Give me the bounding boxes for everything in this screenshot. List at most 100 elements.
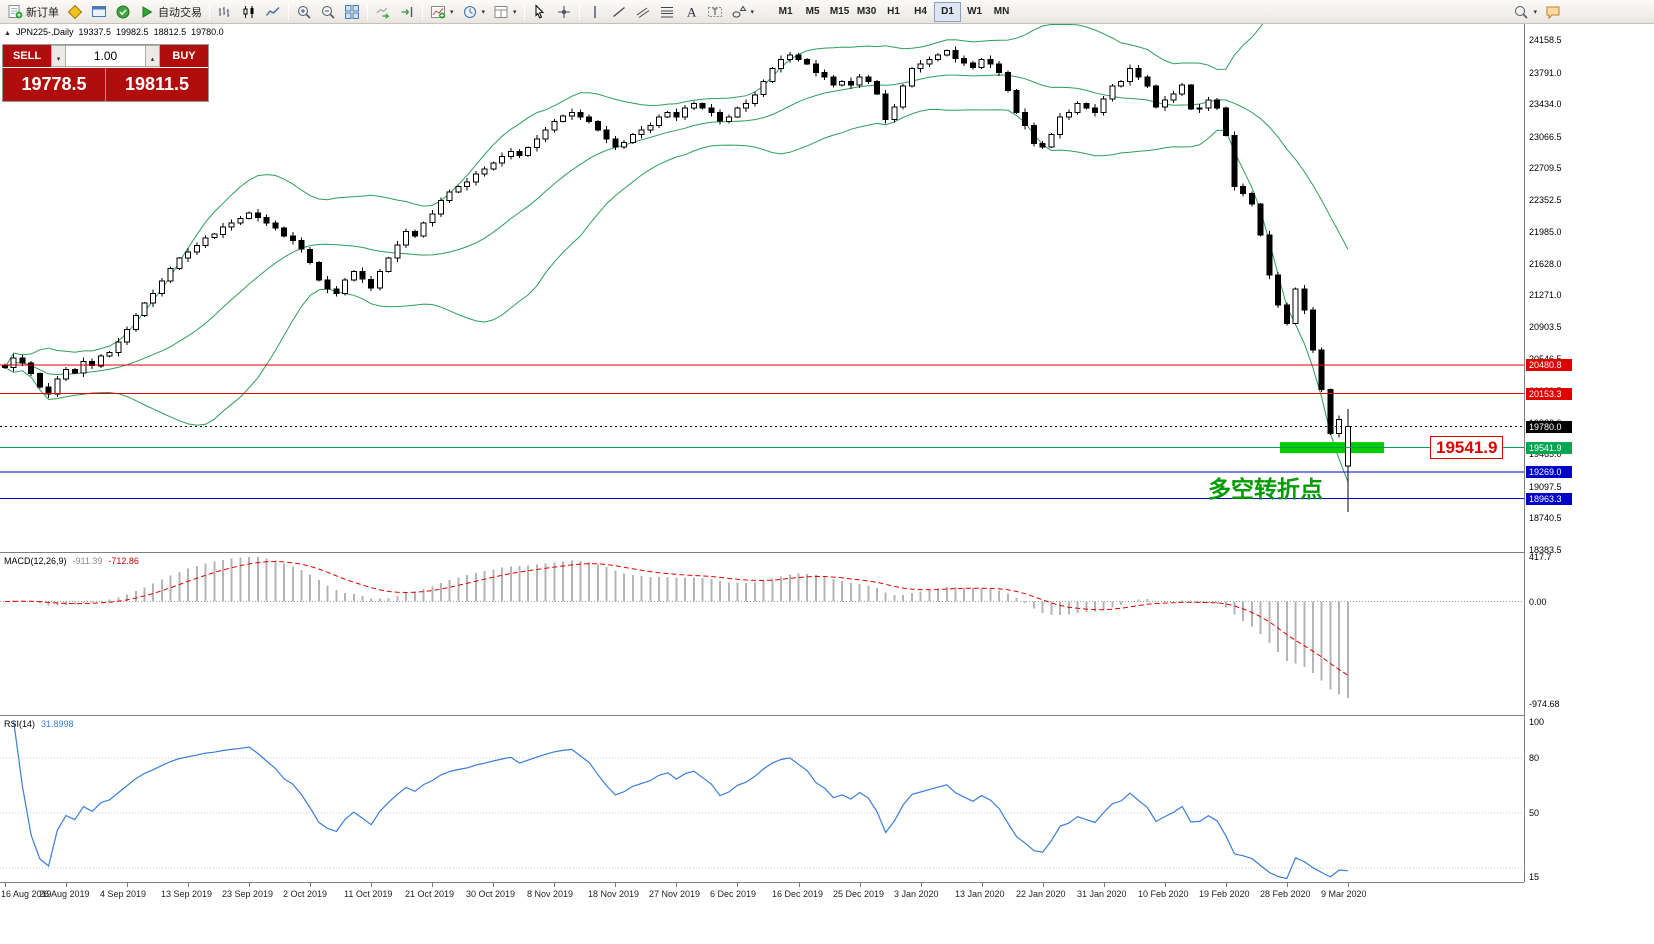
candle-body — [1170, 93, 1177, 101]
vertical-line-button[interactable] — [583, 2, 607, 22]
buy-button[interactable]: BUY — [160, 45, 208, 67]
text-label-icon: T — [707, 4, 723, 20]
candle-body — [45, 386, 52, 395]
text-label-button[interactable]: T — [703, 2, 727, 22]
candle-body — [882, 93, 889, 121]
candle-body — [525, 147, 532, 157]
market-watch-button[interactable] — [63, 2, 87, 22]
data-window-button[interactable] — [87, 2, 111, 22]
candle-body — [830, 76, 837, 86]
candle-body — [36, 373, 43, 388]
bar-chart-button[interactable] — [213, 2, 237, 22]
candle-body — [1118, 81, 1125, 87]
price-callout: 19541.9 — [1430, 436, 1504, 459]
timeframe-w1-button[interactable]: W1 — [961, 2, 988, 22]
timeframe-mn-button[interactable]: MN — [988, 2, 1015, 22]
date-axis[interactable]: 16 Aug 2019 26 Aug 2019 4 Sep 2019 13 Sep 2… — [0, 882, 1524, 904]
price-axis-label: 21985.0 — [1529, 227, 1562, 238]
text-button[interactable]: A — [679, 2, 703, 22]
date-tick — [676, 883, 677, 887]
candle-body — [1144, 76, 1151, 87]
autotrading-button[interactable]: 自动交易 — [135, 2, 206, 22]
buy-price[interactable]: 19811.5 — [106, 68, 208, 101]
market-watch-icon — [67, 4, 83, 20]
candle-body — [813, 63, 819, 74]
volume-input[interactable] — [66, 45, 145, 67]
tile-windows-button[interactable] — [340, 2, 364, 22]
rsi-header: RSI(14) 31.8998 — [4, 719, 74, 729]
chart-shift-icon — [399, 4, 415, 20]
candle-body — [1153, 85, 1159, 108]
price-axis[interactable]: 24158.5 23791.0 23434.0 23066.5 22709.5 22352… — [1524, 24, 1654, 882]
candle-body — [847, 81, 854, 86]
timeframe-m5-button[interactable]: M5 — [799, 2, 826, 22]
candle-body — [211, 233, 218, 239]
navigator-button[interactable] — [111, 2, 135, 22]
symbol-period-label: JPN225-,Daily — [15, 27, 74, 37]
candle-body — [1222, 107, 1229, 136]
candle-body — [943, 50, 950, 56]
timeframe-m30-button[interactable]: M30 — [853, 2, 880, 22]
candle-body — [446, 191, 453, 202]
price-axis-label: 18740.5 — [1529, 513, 1562, 524]
sell-price[interactable]: 19778.5 — [3, 68, 106, 101]
date-label: 13 Jan 2020 — [955, 889, 1005, 899]
trendline-button[interactable] — [607, 2, 631, 22]
line-chart-button[interactable] — [261, 2, 285, 22]
shapes-button[interactable] — [727, 2, 759, 22]
timeframe-d1-button[interactable]: D1 — [934, 1, 962, 22]
bollinger-upper-band — [4, 24, 1263, 368]
volume-decrease-button[interactable] — [51, 45, 66, 67]
timeframe-group: M1 M5 M15 M30 H1 H4 D1 W1 MN — [772, 1, 1015, 22]
candle-body — [1022, 111, 1029, 127]
indicators-button[interactable] — [426, 2, 458, 22]
timeframe-h1-button[interactable]: H1 — [880, 2, 907, 22]
candle-body — [246, 212, 253, 219]
candle-body — [1240, 186, 1247, 195]
candle-body — [455, 186, 462, 193]
chat-button[interactable] — [1541, 2, 1565, 22]
cursor-button[interactable] — [528, 2, 552, 22]
periods-button[interactable] — [458, 2, 490, 22]
chart-shift-button[interactable] — [395, 2, 419, 22]
candle-body — [1214, 99, 1221, 109]
macd-signal-line — [4, 560, 1349, 676]
volume-increase-button[interactable] — [145, 45, 160, 67]
pane-separator[interactable] — [0, 552, 1654, 553]
sell-button[interactable]: SELL — [3, 45, 51, 67]
date-tick — [1043, 883, 1044, 887]
timeframe-m15-button[interactable]: M15 — [826, 2, 853, 22]
candle-body — [1266, 234, 1273, 276]
candle-body — [1013, 89, 1020, 114]
zoom-in-button[interactable] — [292, 2, 316, 22]
crosshair-button[interactable] — [552, 2, 576, 22]
timeframe-h4-button[interactable]: H4 — [907, 2, 934, 22]
expand-icon[interactable] — [4, 27, 11, 37]
main-chart[interactable] — [0, 24, 1524, 552]
candlestick-chart-button[interactable] — [237, 2, 261, 22]
fibonacci-button[interactable] — [655, 2, 679, 22]
candle-body — [690, 103, 697, 109]
templates-button[interactable] — [489, 2, 521, 22]
macd-pane[interactable] — [0, 553, 1524, 715]
channel-button[interactable] — [631, 2, 655, 22]
candle-body — [560, 115, 567, 122]
line-chart-icon — [265, 4, 281, 20]
clock-icon — [462, 4, 478, 20]
candle-body — [167, 268, 174, 282]
candle-body — [987, 59, 994, 65]
search-button[interactable] — [1509, 2, 1541, 22]
rsi-pane[interactable] — [0, 716, 1524, 881]
pane-separator[interactable] — [0, 715, 1654, 716]
new-order-button[interactable]: 新订单 — [3, 2, 63, 22]
candle-body — [254, 212, 261, 219]
timeframe-m1-button[interactable]: M1 — [772, 2, 799, 22]
price-axis-label: 19465.0 — [1529, 449, 1562, 460]
zoom-out-button[interactable] — [316, 2, 340, 22]
candle-body — [1292, 288, 1299, 324]
auto-scroll-button[interactable] — [371, 2, 395, 22]
indicators-icon — [430, 4, 446, 20]
bollinger-lower-band — [4, 109, 1349, 482]
candle-body — [551, 120, 558, 131]
date-label: 18 Nov 2019 — [588, 889, 640, 899]
